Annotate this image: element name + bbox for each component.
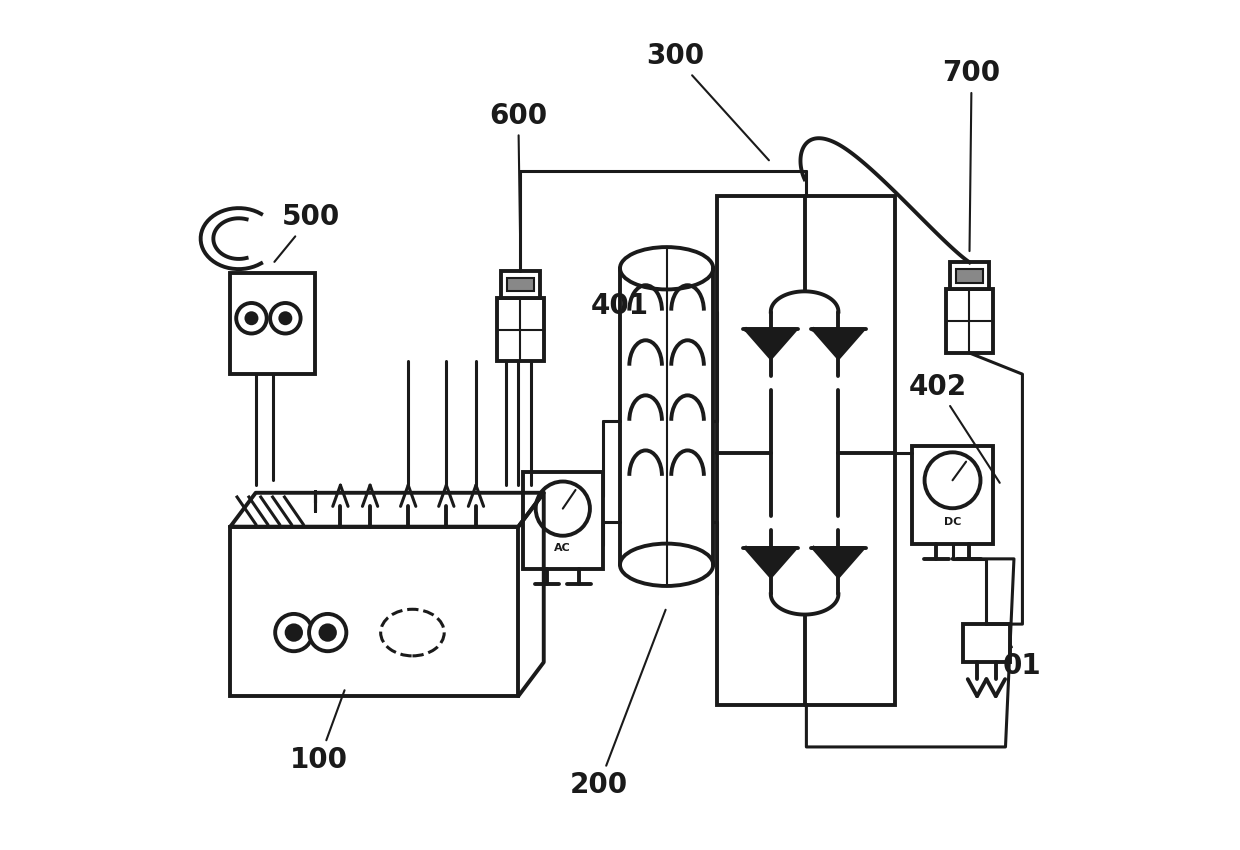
Bar xyxy=(501,271,539,297)
Circle shape xyxy=(275,614,312,651)
Bar xyxy=(718,196,895,705)
Text: 402: 402 xyxy=(909,373,999,483)
Circle shape xyxy=(246,312,258,324)
Polygon shape xyxy=(813,548,863,576)
Circle shape xyxy=(270,303,300,333)
Polygon shape xyxy=(746,330,796,358)
Polygon shape xyxy=(746,548,796,576)
Text: 600: 600 xyxy=(490,102,547,259)
Bar xyxy=(231,273,315,374)
Text: 401: 401 xyxy=(591,292,649,507)
Circle shape xyxy=(536,481,590,536)
Bar xyxy=(963,624,1009,662)
Text: 200: 200 xyxy=(569,609,666,799)
Bar xyxy=(497,298,544,361)
Ellipse shape xyxy=(620,247,713,290)
Bar xyxy=(507,278,533,292)
Circle shape xyxy=(925,452,981,508)
Bar xyxy=(956,269,982,283)
Bar xyxy=(522,472,603,569)
Bar xyxy=(950,263,988,290)
Bar xyxy=(913,446,993,544)
Text: 01: 01 xyxy=(1003,646,1042,681)
Ellipse shape xyxy=(620,544,713,586)
Circle shape xyxy=(320,625,335,640)
Circle shape xyxy=(286,625,301,640)
Text: 100: 100 xyxy=(290,690,348,774)
Text: 300: 300 xyxy=(646,42,769,161)
Polygon shape xyxy=(813,330,863,358)
Bar xyxy=(231,527,518,696)
Text: 700: 700 xyxy=(942,60,1001,251)
Text: 500: 500 xyxy=(274,203,340,262)
Text: DC: DC xyxy=(944,517,961,527)
Circle shape xyxy=(279,312,291,324)
Circle shape xyxy=(309,614,346,651)
Bar xyxy=(946,290,993,353)
Text: AC: AC xyxy=(554,542,572,552)
Circle shape xyxy=(236,303,267,333)
